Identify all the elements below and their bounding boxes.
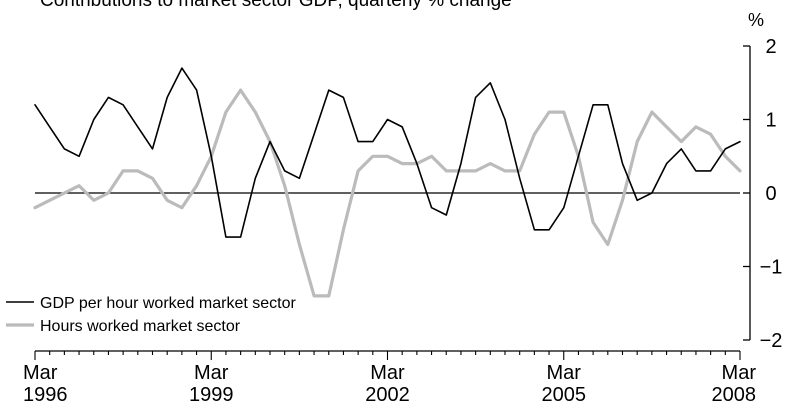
- x-tick-year: 2005: [542, 384, 587, 405]
- x-tick-year: 2002: [365, 384, 410, 405]
- y-tick-label: −1: [760, 257, 783, 279]
- x-tick-year: 2008: [712, 384, 757, 405]
- x-tick-year: 1999: [189, 384, 234, 405]
- legend-label: Hours worked market sector: [40, 318, 241, 335]
- x-tick-year: 1996: [23, 384, 68, 405]
- y-unit-label: %: [748, 10, 764, 30]
- series-line-hours-worked: [33, 88, 742, 298]
- x-tick-month: Mar: [194, 362, 229, 384]
- y-tick-label: −2: [760, 330, 783, 352]
- legend-label: GDP per hour worked market sector: [40, 295, 296, 312]
- series-lines: [33, 67, 742, 298]
- y-tick-label: 0: [765, 183, 776, 205]
- legend: GDP per hour worked market sector Hours w…: [6, 295, 296, 335]
- y-axis: %2 1 0 −1 −2: [743, 10, 782, 352]
- x-tick-month: Mar: [23, 362, 58, 384]
- x-tick-month: Mar: [370, 362, 405, 384]
- x-tick-month: Mar: [722, 362, 757, 384]
- x-tick-month: Mar: [547, 362, 582, 384]
- y-tick-label: 1: [765, 110, 776, 132]
- y-tick-label: 2: [765, 36, 776, 58]
- chart-title: Contributions to market sector GDP, quar…: [40, 0, 512, 11]
- series-line-gdp-per-hour: [34, 67, 741, 238]
